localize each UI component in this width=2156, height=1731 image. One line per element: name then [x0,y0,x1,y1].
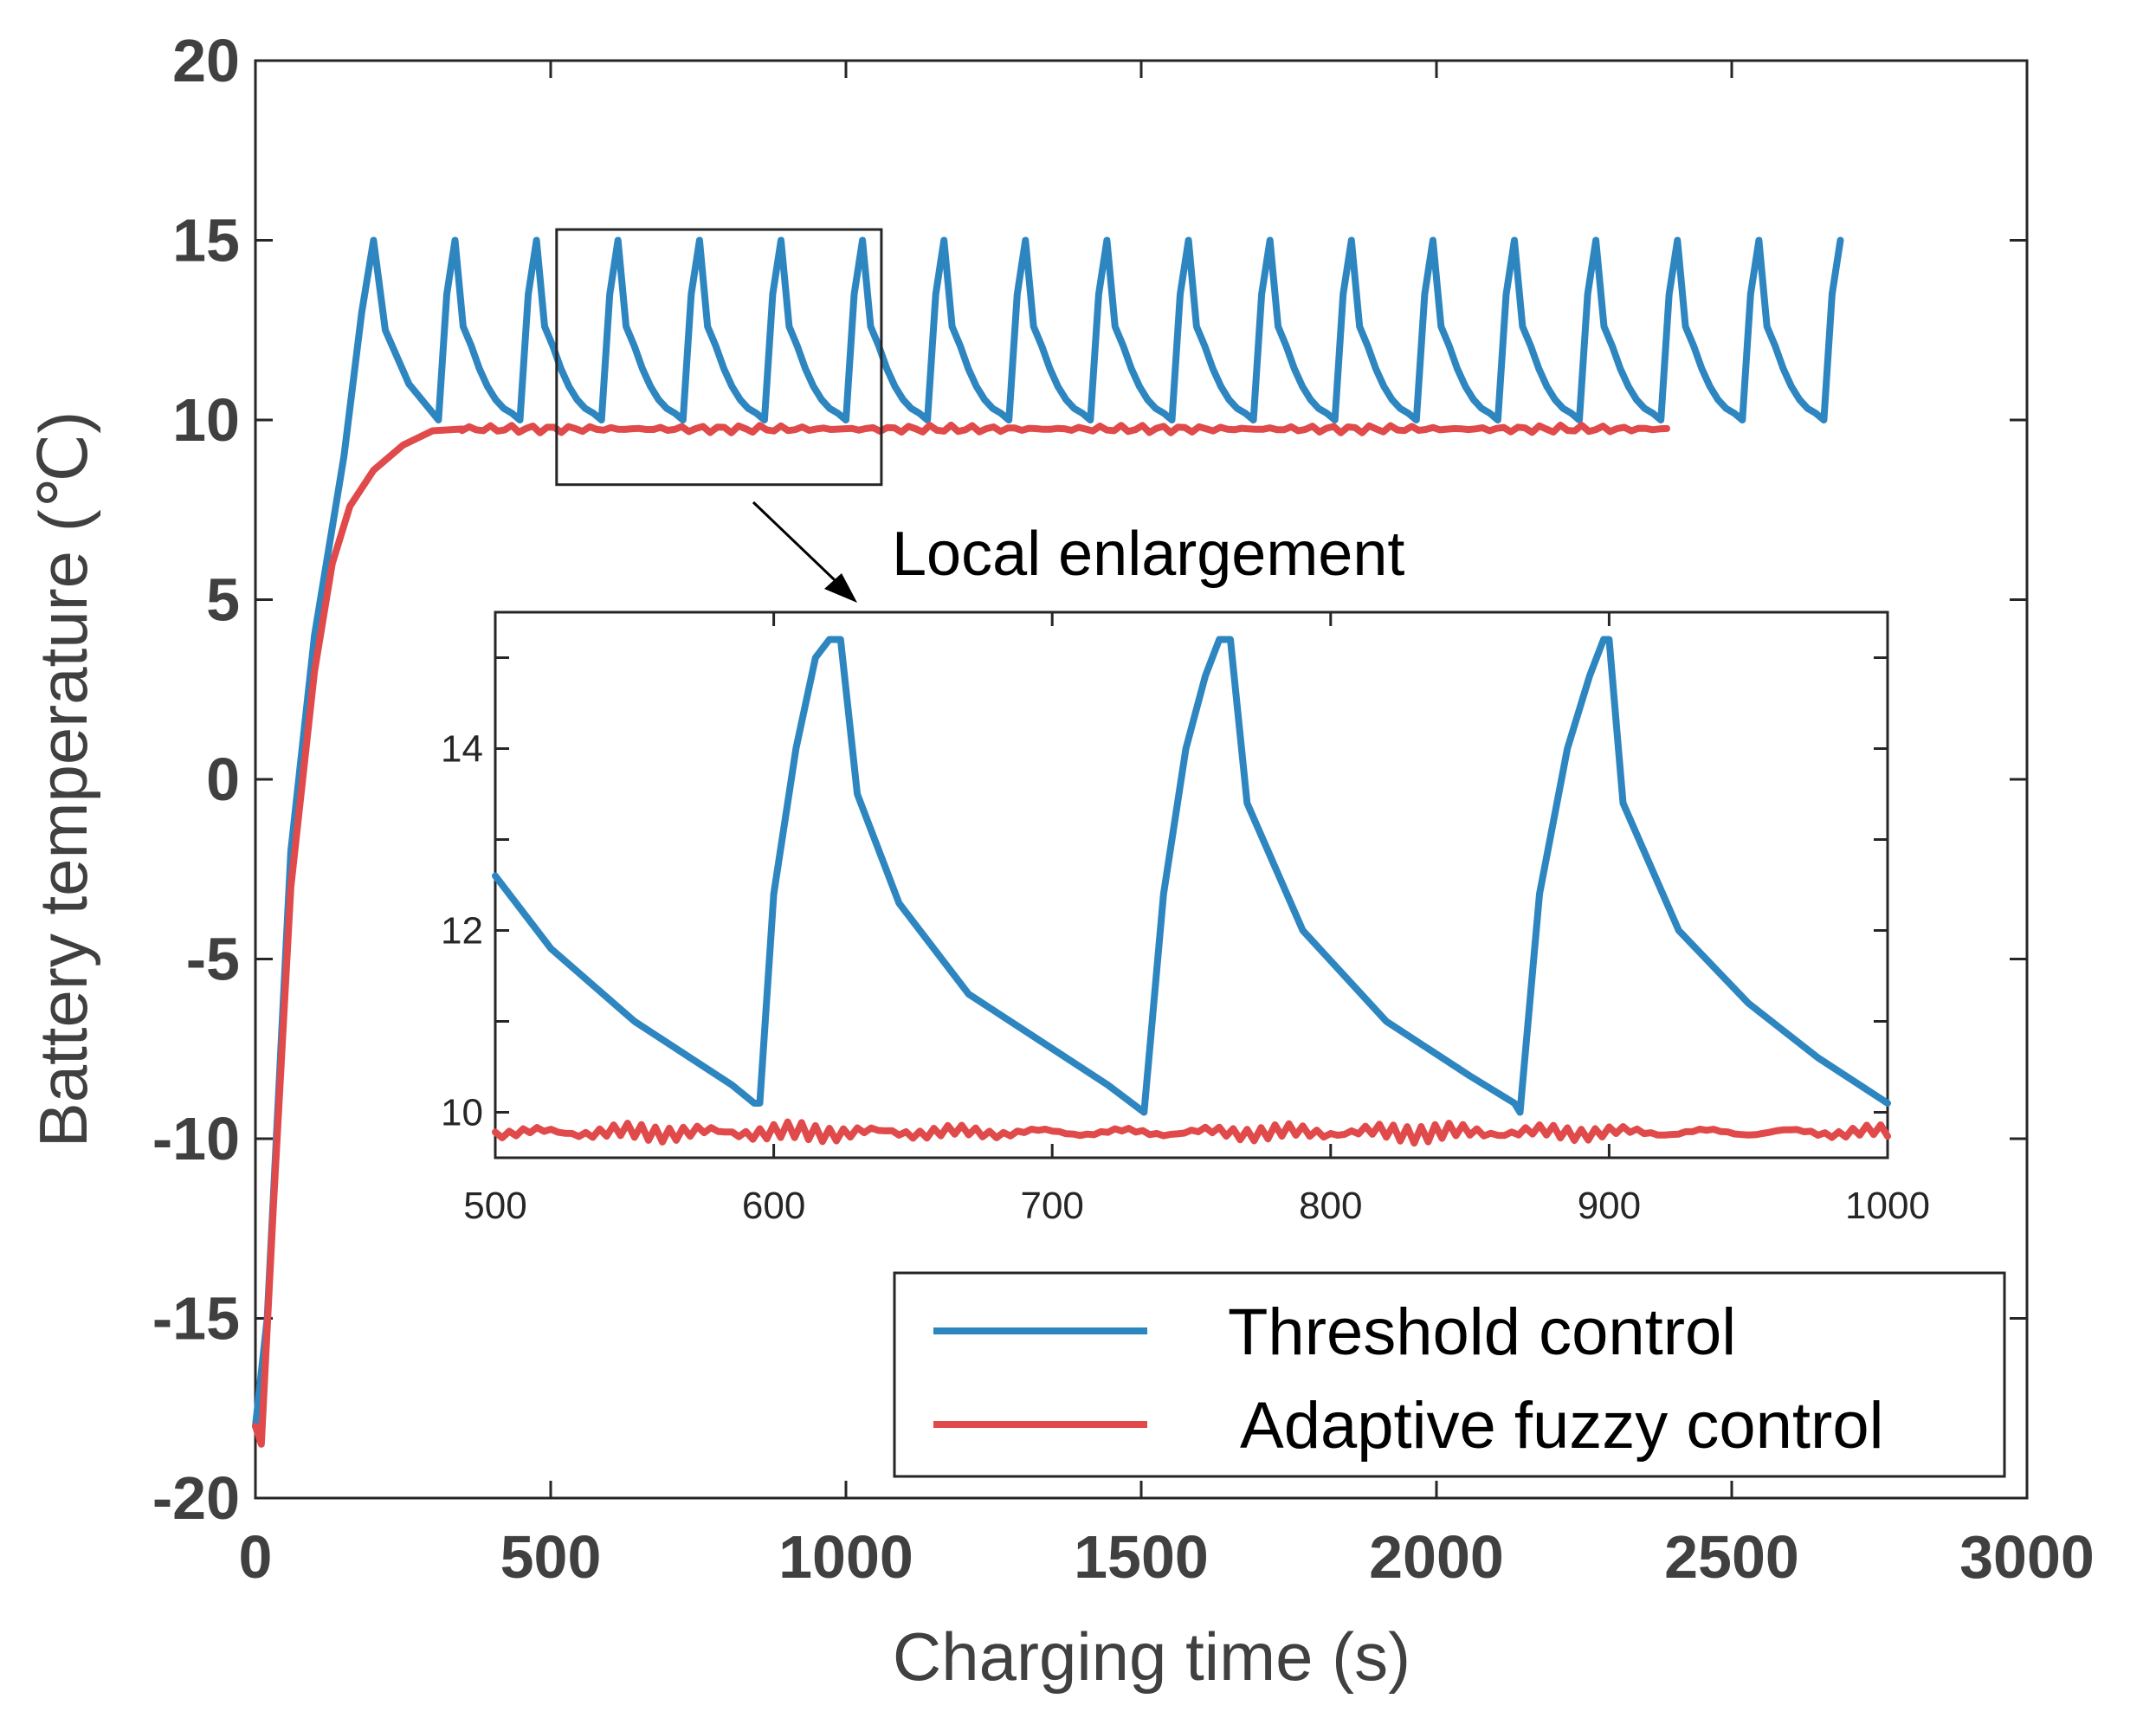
inset-plot-area [494,610,1889,1159]
legend-label-fuzzy: Adaptive fuzzy control [1240,1389,1884,1463]
y-tick-label: 0 [206,746,240,813]
legend-box [893,1271,2006,1478]
zoom-region-box [555,228,883,487]
inset-x-tick-label: 600 [742,1185,805,1227]
y-tick-label: 20 [172,27,240,94]
inset-series-threshold-line [492,636,1891,1116]
x-axis-label: Charging time (s) [893,1618,1410,1695]
inset-x-tick-label: 700 [1020,1185,1083,1227]
x-tick-label: 1000 [778,1523,913,1591]
series-adaptive-fuzzy-line [252,421,1670,1448]
x-tick-label: 2500 [1664,1523,1799,1591]
x-tick-label: 0 [239,1523,273,1591]
inset-x-tick-label: 900 [1578,1185,1641,1227]
inset-x-tick-label: 800 [1299,1185,1362,1227]
y-tick-label: -5 [186,926,240,993]
x-tick-label: 2000 [1369,1523,1504,1591]
inset-y-tick-label: 10 [441,1092,483,1134]
main-axis-ticks: 0 500 1000 1500 2000 2500 3000 20 15 10 5 0 -5 -10 -15… [152,27,2095,1591]
inset-x-tick-label: 1000 [1845,1185,1930,1227]
y-tick-label: 5 [206,566,240,634]
x-tick-label: 3000 [1959,1523,2095,1591]
y-tick-label: -20 [152,1464,240,1532]
y-tick-label: -15 [152,1285,240,1353]
zoom-arrow-head [824,573,857,603]
inset-y-tick-label: 12 [441,910,483,953]
inset-x-tick-label: 500 [463,1185,526,1227]
x-tick-label: 1500 [1074,1523,1209,1591]
legend-label-threshold: Threshold control [1228,1295,1736,1369]
inset-series-fuzzy-line [492,1118,1891,1147]
inset-series-group [492,636,1891,1147]
annotation-local-enlargement: Local enlargement [892,520,1404,589]
y-tick-label: 15 [172,207,240,275]
main-series-group [252,236,1844,1448]
series-threshold-control-line [252,236,1844,1430]
y-axis-label: Battery temperature (℃) [25,411,101,1148]
y-tick-label: -10 [152,1105,240,1172]
x-tick-label: 500 [500,1523,602,1591]
inset-y-tick-label: 14 [441,728,483,771]
y-tick-label: 10 [172,386,240,454]
inset-axis-ticks: 500 600 700 800 900 1000 14 12 10 [441,612,1930,1227]
